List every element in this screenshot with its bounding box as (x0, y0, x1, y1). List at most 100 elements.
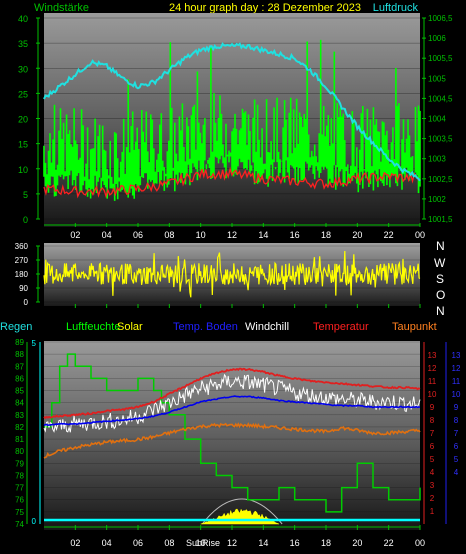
humidity-tick-label: 89 (15, 338, 24, 347)
temperature-tick-label: 9 (430, 403, 435, 412)
climate-x-tick-label: 18 (321, 538, 331, 548)
humidity-tick-label: 76 (15, 496, 24, 505)
wind-tick-label: 20 (18, 115, 28, 125)
x-tick-label: 18 (321, 230, 331, 240)
wind-direction-line (43, 250, 421, 298)
soil-tick-label: 6 (454, 442, 459, 451)
sun-arc (201, 498, 283, 525)
x-tick-label: 08 (164, 230, 174, 240)
wind-tick-label: 15 (18, 140, 28, 150)
pressure-tick-label: 1005,5 (428, 54, 453, 63)
x-tick-label: 02 (70, 230, 80, 240)
humidity-tick-label: 82 (15, 423, 24, 432)
humidity-tick-label: 88 (15, 350, 24, 359)
pressure-tick-label: 1002,5 (428, 175, 453, 184)
temperature-tick-label: 6 (430, 442, 435, 451)
wind-tick-label: 5 (23, 190, 28, 200)
wind-axis-label: Windstärke (34, 2, 89, 14)
wind-tick-label: 30 (18, 64, 28, 74)
climate-x-tick-label: 04 (102, 538, 112, 548)
humidity-tick-label: 84 (15, 399, 24, 408)
temperature-tick-label: 11 (428, 377, 437, 386)
humidity-tick-label: 77 (15, 484, 24, 493)
pressure-tick-label: 1003,5 (428, 135, 453, 144)
x-tick-label: 06 (133, 230, 143, 240)
climate-x-tick-label: 16 (290, 538, 300, 548)
pressure-line (43, 42, 421, 182)
temperature-tick-label: 7 (430, 429, 435, 438)
compass-n-top: N (436, 239, 445, 253)
soil-tick-label: 8 (454, 416, 459, 425)
humidity-tick-label: 87 (15, 362, 24, 371)
compass-w: W (434, 256, 446, 270)
climate-x-tick-label: 06 (133, 538, 143, 548)
humidity-tick-label: 85 (15, 387, 24, 396)
legend-solar: Solar (117, 321, 143, 333)
pressure-tick-label: 1006 (428, 34, 446, 43)
pressure-tick-label: 1006,5 (428, 14, 453, 23)
temperature-tick-label: 5 (430, 455, 435, 464)
climate-x-tick-label: 12 (227, 538, 237, 548)
temperature-tick-label: 8 (430, 416, 435, 425)
humidity-tick-label: 81 (15, 435, 24, 444)
climate-x-tick-label: 20 (352, 538, 362, 548)
x-tick-label: 00 (415, 230, 425, 240)
legend-temp-boden: Temp. Boden (173, 321, 238, 333)
pressure-tick-label: 1004 (428, 115, 446, 124)
humidity-tick-label: 74 (15, 520, 24, 529)
wind-tick-label: 0 (23, 215, 28, 225)
direction-tick-label: 0 (24, 298, 29, 307)
temperature-tick-label: 10 (428, 390, 437, 399)
wind-tick-label: 40 (18, 14, 28, 24)
compass-n-bottom: N (436, 304, 445, 318)
humidity-tick-label: 80 (15, 447, 24, 456)
soil-tick-label: 5 (454, 455, 459, 464)
pressure-tick-label: 1004,5 (428, 94, 453, 103)
climate-x-tick-label: 14 (258, 538, 268, 548)
climate-x-tick-label: 22 (384, 538, 394, 548)
climate-x-tick-label: 10 (196, 538, 206, 548)
temperature-tick-label: 13 (428, 351, 437, 360)
pressure-tick-label: 1003 (428, 155, 446, 164)
humidity-line (44, 353, 421, 513)
rain-tick-label: 5 (32, 339, 37, 348)
compass-o: O (436, 288, 445, 302)
wind-tick-label: 25 (18, 89, 28, 99)
pressure-axis-label: Luftdruck (373, 2, 419, 14)
windchill-line (43, 373, 421, 433)
rain-tick-label: 0 (32, 517, 37, 526)
dewpoint-line (43, 422, 421, 459)
wind-tick-label: 10 (18, 165, 28, 175)
temperature-tick-label: 2 (430, 494, 435, 503)
direction-tick-label: 270 (15, 256, 29, 265)
soil-tick-label: 4 (454, 468, 459, 477)
humidity-tick-label: 78 (15, 471, 24, 480)
x-tick-label: 10 (196, 230, 206, 240)
humidity-tick-label: 79 (15, 459, 24, 468)
page-title: 24 hour graph day : 28 Dezember 2023 (169, 2, 361, 14)
humidity-tick-label: 86 (15, 374, 24, 383)
humidity-tick-label: 75 (15, 508, 24, 517)
temperature-line (43, 367, 421, 420)
wind-tick-label: 35 (18, 39, 28, 49)
pressure-tick-label: 1005 (428, 74, 446, 83)
x-tick-label: 20 (352, 230, 362, 240)
x-tick-label: 16 (290, 230, 300, 240)
legend-regen: Regen (0, 321, 32, 333)
legend-luftfeuchte: Luftfeuchte (66, 321, 120, 333)
legend-taupunkt: Taupunkt (392, 321, 437, 333)
direction-tick-label: 90 (19, 284, 28, 293)
soil-tick-label: 11 (452, 377, 461, 386)
temperature-tick-label: 12 (428, 364, 437, 373)
direction-tick-label: 360 (15, 242, 29, 251)
soil-tick-label: 13 (452, 351, 461, 360)
temperature-tick-label: 3 (430, 481, 435, 490)
pressure-tick-label: 1001,5 (428, 215, 453, 224)
climate-x-tick-label: 00 (415, 538, 425, 548)
soil-tick-label: 12 (452, 364, 461, 373)
soil-temperature-line (43, 395, 421, 427)
temperature-tick-label: 1 (430, 507, 435, 516)
humidity-tick-label: 83 (15, 411, 24, 420)
climate-x-tick-label: 02 (70, 538, 80, 548)
